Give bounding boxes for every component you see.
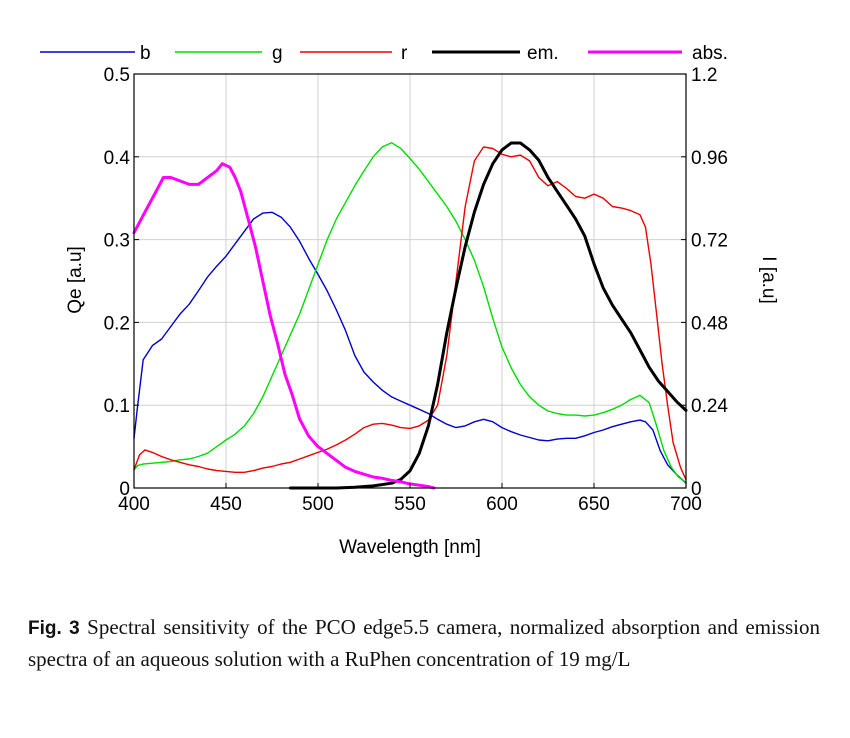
x-tick-label: 700 bbox=[670, 494, 702, 515]
y-right-tick-label: 1.2 bbox=[691, 65, 717, 86]
legend-label: b bbox=[140, 43, 151, 64]
y-left-tick-label: 0.5 bbox=[104, 65, 130, 86]
series-abs-line bbox=[132, 162, 436, 490]
grid bbox=[134, 74, 686, 488]
y-right-tick-label: 0.72 bbox=[691, 231, 728, 252]
y-axis-left-label: Qe [a.u] bbox=[65, 246, 86, 314]
x-tick-label: 450 bbox=[210, 494, 242, 515]
legend-label: g bbox=[272, 43, 283, 64]
x-tick-label: 650 bbox=[578, 494, 610, 515]
y-left-tick-label: 0.1 bbox=[104, 396, 130, 417]
y-right-tick-label: 0 bbox=[691, 479, 702, 500]
legend-label: abs. bbox=[692, 43, 728, 64]
caption-label: Fig. 3 bbox=[28, 618, 80, 639]
series-g-line bbox=[133, 141, 687, 483]
y-right-tick-label: 0.48 bbox=[691, 313, 728, 334]
series-b-line bbox=[133, 211, 687, 484]
legend-label: em. bbox=[527, 43, 559, 64]
y-left-tick-label: 0 bbox=[119, 479, 130, 500]
y-right-tick-label: 0.24 bbox=[691, 396, 728, 417]
legend-label: r bbox=[401, 43, 408, 64]
legend: b g r em. abs. bbox=[40, 43, 728, 64]
series-layer bbox=[132, 141, 688, 490]
caption-text: Spectral sensitivity of the PCO edge5.5 … bbox=[28, 615, 821, 671]
x-axis-label: Wavelength [nm] bbox=[339, 537, 481, 558]
y-left-tick-label: 0.3 bbox=[104, 231, 130, 252]
x-tick-label: 550 bbox=[394, 494, 426, 515]
x-tick-label: 400 bbox=[118, 494, 150, 515]
series-em-line bbox=[288, 141, 688, 490]
y-left-tick-label: 0.4 bbox=[104, 148, 131, 169]
x-tick-label: 500 bbox=[302, 494, 334, 515]
y-right-tick-label: 0.96 bbox=[691, 148, 728, 169]
y-axis-right-label: I [a.u] bbox=[758, 256, 779, 304]
series-r-line bbox=[133, 146, 687, 481]
axis-ticks: 400 450 500 550 600 650 70000.10.20.30.40.500.… bbox=[104, 65, 729, 515]
y-left-tick-label: 0.2 bbox=[104, 313, 130, 334]
figure-caption: Fig. 3 Spectral sensitivity of the PCO e… bbox=[28, 612, 820, 674]
x-tick-label: 600 bbox=[486, 494, 518, 515]
chart: 400 450 500 550 600 650 70000.10.20.30.40.500.… bbox=[40, 43, 779, 558]
